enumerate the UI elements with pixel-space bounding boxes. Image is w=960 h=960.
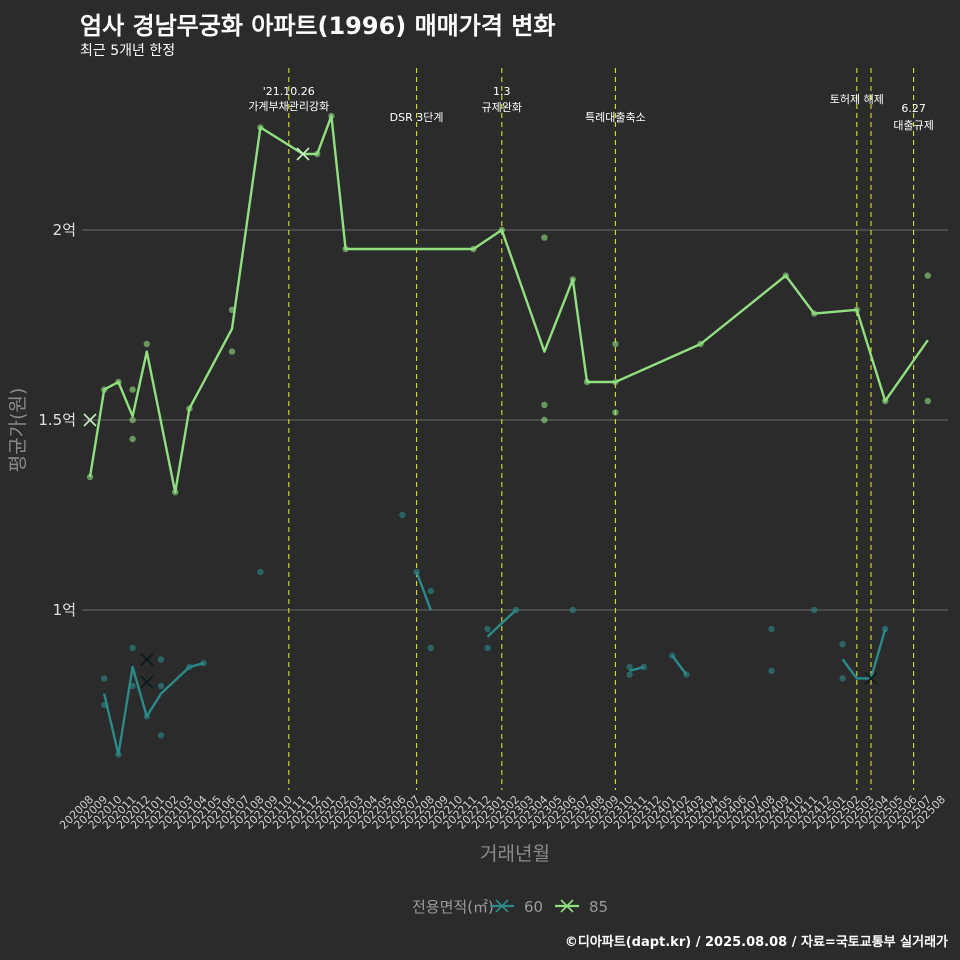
cross-85-0 <box>83 413 97 427</box>
cross-85-1 <box>296 147 310 161</box>
y-tick-label-2: 2억 <box>53 221 76 239</box>
point-60-3 <box>129 644 136 652</box>
event-label-202207-0: DSR 3단계 <box>390 111 444 124</box>
point-85-22 <box>612 340 619 348</box>
point-85-5 <box>129 435 136 443</box>
legend-key-cross-60 <box>495 899 509 913</box>
point-60-26 <box>768 667 775 674</box>
point-60-20 <box>626 663 633 671</box>
chart-caption: ©디아파트(dapt.kr) / 2025.08.08 / 자료=국토교통부 실… <box>564 935 948 950</box>
series-line-60-3 <box>629 665 645 672</box>
point-60-21 <box>626 671 633 678</box>
point-85-30 <box>924 272 931 279</box>
event-label-202301-1: 규제완화 <box>482 101 522 114</box>
event-label-202309-0: 특례대출축소 <box>585 111 646 124</box>
legend-key-cross-85 <box>560 899 574 913</box>
event-label-202301-0: 1.3 <box>493 85 511 98</box>
series-line-85-0 <box>88 114 929 494</box>
legend-label-60: 60 <box>524 898 543 916</box>
point-60-6 <box>157 656 165 663</box>
point-60-29 <box>839 675 846 682</box>
point-60-4 <box>129 682 136 690</box>
point-85-24 <box>612 409 619 416</box>
point-60-7 <box>157 682 165 690</box>
point-85-17 <box>541 234 548 241</box>
point-85-10 <box>228 348 236 355</box>
series-line-60-2 <box>486 609 517 638</box>
point-60-25 <box>768 625 775 633</box>
event-label-202110-0: '21.10.26 <box>263 85 315 98</box>
point-60-17 <box>484 644 491 652</box>
series-line-60-4 <box>671 654 688 676</box>
y-tick-label-0: 1억 <box>53 601 76 619</box>
y-tick-label-1: 1.5억 <box>38 411 76 429</box>
event-label-202506-0: 6.27 <box>901 102 926 115</box>
point-85-18 <box>541 401 548 408</box>
event-label-202506-1: 대출규제 <box>893 119 933 132</box>
point-85-4 <box>129 416 136 424</box>
point-60-16 <box>484 625 491 633</box>
point-60-27 <box>811 606 818 614</box>
point-60-15 <box>427 644 434 652</box>
cross-60-0 <box>140 652 154 666</box>
legend-label-85: 85 <box>589 898 608 916</box>
legend-title: 전용면적(㎡) <box>412 898 494 916</box>
cross-60-2 <box>864 671 878 685</box>
chart-title: 엄사 경남무궁화 아파트(1996) 매매가격 변화 <box>80 12 556 40</box>
point-60-11 <box>257 568 264 576</box>
series-line-60-5 <box>841 628 887 680</box>
series-line-60-0 <box>103 662 204 756</box>
point-85-6 <box>143 340 150 348</box>
point-60-28 <box>839 641 846 648</box>
event-label-202110-1: 가계부채관리강화 <box>248 100 329 113</box>
point-60-19 <box>569 606 576 614</box>
series-line-60-1 <box>415 571 432 611</box>
chart-subtitle: 최근 5개년 한정 <box>80 43 176 59</box>
point-85-31 <box>924 397 931 405</box>
point-85-19 <box>541 416 548 424</box>
cross-60-1 <box>140 675 154 689</box>
x-axis-title: 거래년월 <box>480 843 550 865</box>
point-60-12 <box>399 511 406 519</box>
point-60-8 <box>157 732 165 739</box>
point-85-3 <box>129 386 136 393</box>
point-60-0 <box>101 675 108 682</box>
y-axis-title: 평균가(원) <box>7 388 29 473</box>
event-label-202502-0: 토허제 해제 <box>830 92 884 106</box>
point-60-14 <box>427 587 434 595</box>
